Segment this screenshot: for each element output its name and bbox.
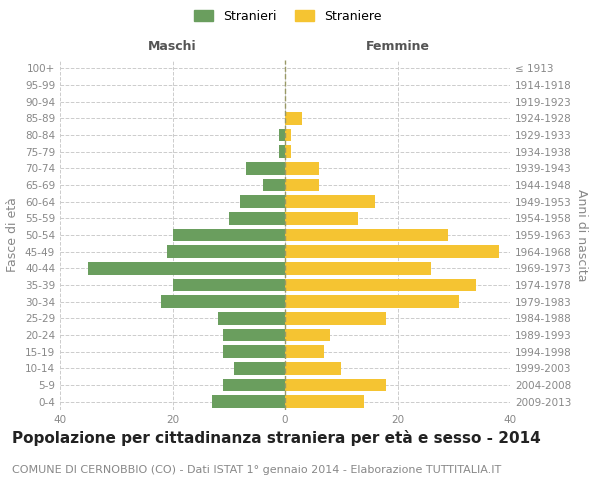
Bar xyxy=(285,229,448,241)
Bar xyxy=(285,128,290,141)
Bar xyxy=(235,362,285,374)
Bar xyxy=(218,312,285,324)
Bar xyxy=(285,162,319,174)
Bar xyxy=(167,246,285,258)
Bar xyxy=(161,296,285,308)
Legend: Stranieri, Straniere: Stranieri, Straniere xyxy=(190,5,386,28)
Bar xyxy=(285,112,302,124)
Y-axis label: Anni di nascita: Anni di nascita xyxy=(575,188,588,281)
Bar xyxy=(285,196,375,208)
Y-axis label: Fasce di età: Fasce di età xyxy=(7,198,19,272)
Bar xyxy=(245,162,285,174)
Bar xyxy=(285,212,358,224)
Bar xyxy=(223,379,285,391)
Bar xyxy=(285,362,341,374)
Text: Popolazione per cittadinanza straniera per età e sesso - 2014: Popolazione per cittadinanza straniera p… xyxy=(12,430,541,446)
Bar xyxy=(285,296,460,308)
Bar xyxy=(212,396,285,408)
Bar xyxy=(285,379,386,391)
Bar xyxy=(240,196,285,208)
Bar xyxy=(173,279,285,291)
Bar xyxy=(285,179,319,191)
Bar xyxy=(285,146,290,158)
Bar xyxy=(285,346,325,358)
Bar xyxy=(285,312,386,324)
Bar xyxy=(285,262,431,274)
Bar xyxy=(88,262,285,274)
Bar xyxy=(285,329,330,341)
Bar xyxy=(263,179,285,191)
Text: Femmine: Femmine xyxy=(365,40,430,54)
Bar xyxy=(229,212,285,224)
Bar xyxy=(223,329,285,341)
Bar xyxy=(285,396,364,408)
Text: COMUNE DI CERNOBBIO (CO) - Dati ISTAT 1° gennaio 2014 - Elaborazione TUTTITALIA.: COMUNE DI CERNOBBIO (CO) - Dati ISTAT 1°… xyxy=(12,465,501,475)
Text: Maschi: Maschi xyxy=(148,40,197,54)
Bar xyxy=(223,346,285,358)
Bar xyxy=(285,246,499,258)
Bar xyxy=(280,128,285,141)
Bar xyxy=(285,279,476,291)
Bar xyxy=(280,146,285,158)
Bar xyxy=(173,229,285,241)
